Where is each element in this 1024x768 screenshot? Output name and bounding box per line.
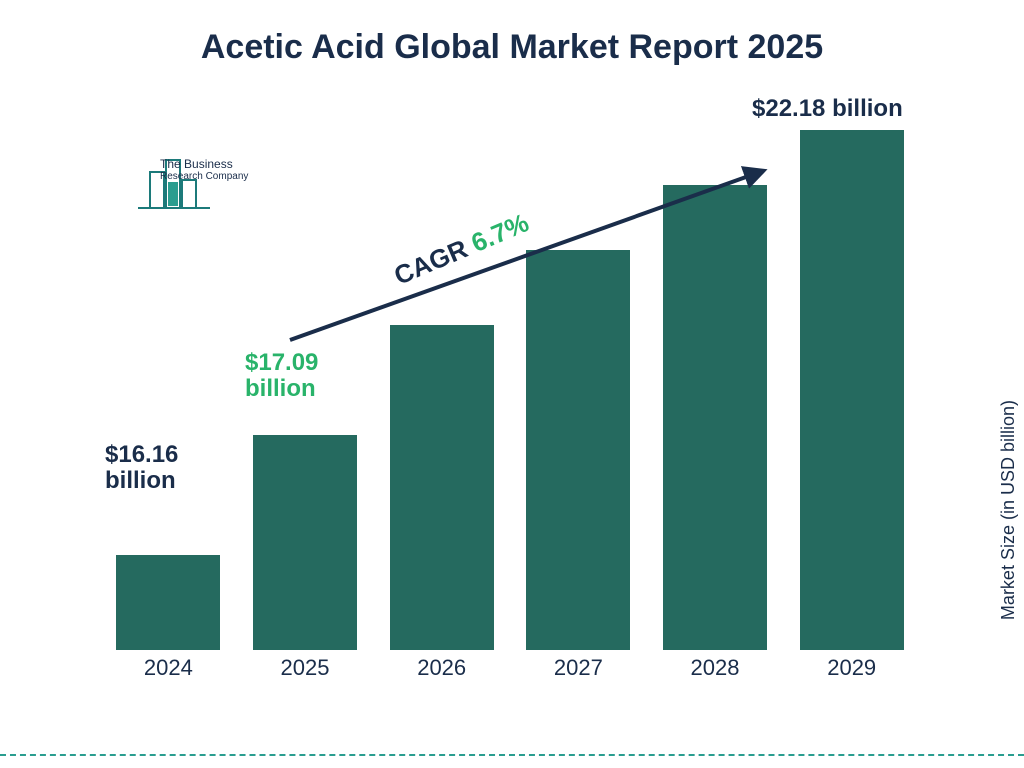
y-axis-label: Market Size (in USD billion) (998, 400, 1019, 620)
bar-wrap (100, 555, 237, 650)
bar (663, 185, 767, 650)
bar-wrap (237, 435, 374, 650)
bar-wrap (510, 250, 647, 650)
bar (800, 130, 904, 650)
bar-wrap (647, 185, 784, 650)
bottom-divider (0, 754, 1024, 756)
bar-wrap (783, 130, 920, 650)
page-title: Acetic Acid Global Market Report 2025 (0, 28, 1024, 67)
x-axis-label: 2025 (237, 655, 374, 681)
value-label: $22.18 billion (752, 96, 903, 122)
x-axis-label: 2029 (783, 655, 920, 681)
bar (526, 250, 630, 650)
title-text: Acetic Acid Global Market Report 2025 (201, 28, 823, 66)
bar-container (100, 130, 920, 650)
bar (390, 325, 494, 650)
x-axis: 202420252026202720282029 (100, 655, 920, 681)
x-axis-label: 2028 (647, 655, 784, 681)
bar-wrap (373, 325, 510, 650)
value-label: $17.09billion (245, 350, 318, 403)
bar-chart (100, 130, 920, 650)
x-axis-label: 2026 (373, 655, 510, 681)
x-axis-label: 2027 (510, 655, 647, 681)
value-label: $16.16billion (105, 442, 178, 495)
x-axis-label: 2024 (100, 655, 237, 681)
bar (253, 435, 357, 650)
bar (116, 555, 220, 650)
